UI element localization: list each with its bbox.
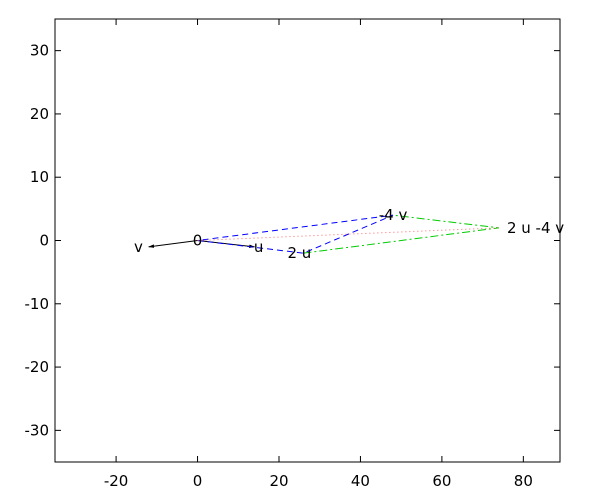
x-tick-label: 20 bbox=[269, 472, 288, 490]
series-layer bbox=[148, 214, 499, 254]
x-tick-label: -20 bbox=[104, 472, 129, 490]
x-tick-label: 0 bbox=[193, 472, 203, 490]
series-line-2 bbox=[197, 214, 394, 254]
plot-frame bbox=[54, 18, 561, 463]
y-tick-label: 10 bbox=[30, 168, 49, 186]
annotation-label: u bbox=[254, 238, 264, 256]
x-tick-label: 40 bbox=[351, 472, 370, 490]
y-tick-label: 20 bbox=[30, 105, 49, 123]
series-line-1 bbox=[148, 240, 198, 248]
y-tick-label: -20 bbox=[25, 358, 50, 376]
annotation-label: 2 u bbox=[287, 244, 311, 262]
annotation-label: 0 bbox=[193, 232, 203, 250]
y-tick-label: 0 bbox=[39, 232, 49, 250]
series-line-3 bbox=[303, 214, 499, 254]
annotation-layer: 0 u v 2 u -4 v 2 u -4 v bbox=[134, 206, 564, 262]
tick-layer: -20 0 20 40 60 80 -30 -20 -10 0 10 20 30 bbox=[25, 19, 560, 490]
y-tick-label: -30 bbox=[25, 421, 50, 439]
annotation-label: v bbox=[134, 238, 143, 256]
series-line-0 bbox=[197, 240, 256, 249]
y-tick-label: -10 bbox=[25, 295, 50, 313]
y-tick-label: 30 bbox=[30, 42, 49, 60]
x-tick-label: 60 bbox=[432, 472, 451, 490]
plot-frame-layer bbox=[54, 18, 561, 463]
annotation-label: 2 u -4 v bbox=[507, 219, 564, 237]
x-tick-label: 80 bbox=[514, 472, 533, 490]
annotation-label: -4 v bbox=[379, 206, 408, 224]
